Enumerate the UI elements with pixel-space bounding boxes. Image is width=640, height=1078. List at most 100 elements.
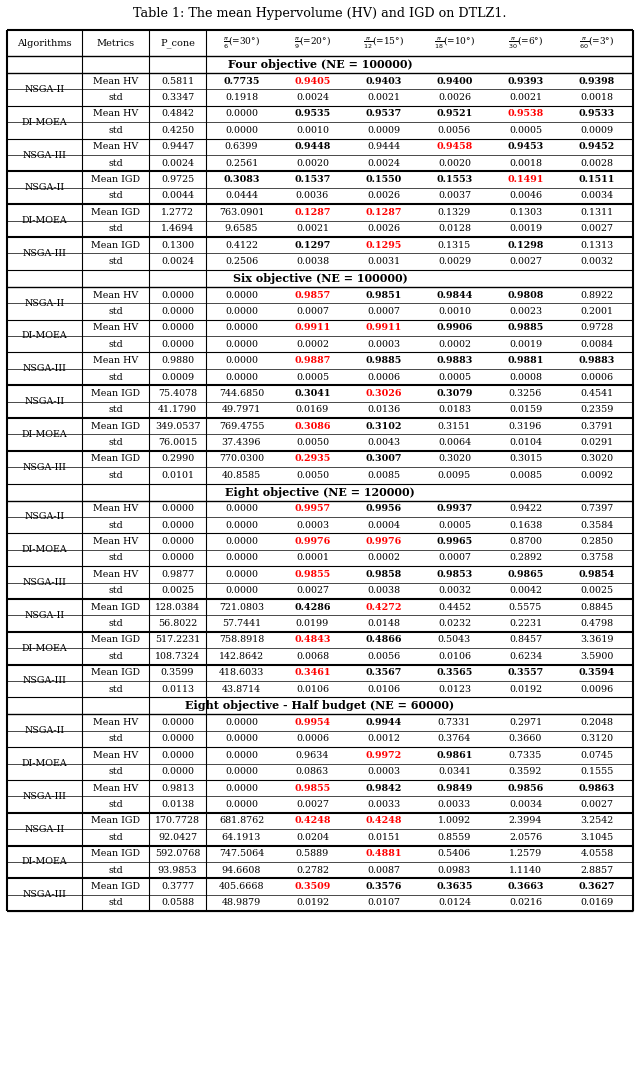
Text: 0.0000: 0.0000 bbox=[225, 126, 258, 135]
Text: 0.3576: 0.3576 bbox=[365, 882, 402, 892]
Text: 0.0148: 0.0148 bbox=[367, 619, 400, 628]
Text: 0.3592: 0.3592 bbox=[509, 768, 542, 776]
Text: 0.3565: 0.3565 bbox=[436, 668, 472, 677]
Text: 0.4843: 0.4843 bbox=[294, 636, 331, 645]
Text: 0.2231: 0.2231 bbox=[509, 619, 542, 628]
Text: 0.0009: 0.0009 bbox=[161, 373, 194, 382]
Text: NSGA-III: NSGA-III bbox=[22, 578, 67, 588]
Text: 0.9911: 0.9911 bbox=[294, 323, 331, 332]
Text: 0.0029: 0.0029 bbox=[438, 257, 471, 266]
Text: 0.5889: 0.5889 bbox=[296, 849, 329, 858]
Text: std: std bbox=[108, 93, 123, 102]
Text: 0.0106: 0.0106 bbox=[367, 685, 400, 694]
Text: 1.0092: 1.0092 bbox=[438, 816, 471, 826]
Text: 0.0007: 0.0007 bbox=[296, 307, 329, 316]
Text: std: std bbox=[108, 768, 123, 776]
Text: 0.0000: 0.0000 bbox=[225, 768, 258, 776]
Text: 0.1295: 0.1295 bbox=[365, 240, 402, 250]
Text: 0.1555: 0.1555 bbox=[580, 768, 614, 776]
Text: 0.0012: 0.0012 bbox=[367, 734, 400, 744]
Text: 0.9877: 0.9877 bbox=[161, 570, 194, 579]
Text: 3.5900: 3.5900 bbox=[580, 652, 614, 661]
Text: 0.9453: 0.9453 bbox=[508, 142, 543, 151]
Text: 0.0000: 0.0000 bbox=[225, 537, 258, 547]
Text: 0.9880: 0.9880 bbox=[161, 356, 194, 365]
Text: 0.0291: 0.0291 bbox=[580, 438, 614, 447]
Text: 0.4881: 0.4881 bbox=[365, 849, 402, 858]
Text: 769.4755: 769.4755 bbox=[219, 421, 264, 431]
Text: 0.1300: 0.1300 bbox=[161, 240, 194, 250]
Text: Mean HV: Mean HV bbox=[93, 110, 138, 119]
Text: 0.0000: 0.0000 bbox=[225, 718, 258, 727]
Text: 0.0007: 0.0007 bbox=[438, 553, 471, 563]
Text: 744.6850: 744.6850 bbox=[219, 389, 264, 398]
Text: 0.9405: 0.9405 bbox=[294, 77, 331, 85]
Text: 0.0000: 0.0000 bbox=[225, 307, 258, 316]
Text: 0.9972: 0.9972 bbox=[365, 751, 402, 760]
Text: Mean IGD: Mean IGD bbox=[91, 421, 140, 431]
Text: 0.0000: 0.0000 bbox=[225, 521, 258, 529]
Text: 3.1045: 3.1045 bbox=[580, 833, 614, 842]
Text: 0.0007: 0.0007 bbox=[367, 307, 400, 316]
Text: Mean IGD: Mean IGD bbox=[91, 208, 140, 217]
Text: 0.0199: 0.0199 bbox=[296, 619, 329, 628]
Text: 1.2772: 1.2772 bbox=[161, 208, 194, 217]
Text: 0.2892: 0.2892 bbox=[509, 553, 542, 563]
Text: Mean HV: Mean HV bbox=[93, 142, 138, 151]
Text: 721.0803: 721.0803 bbox=[219, 603, 264, 611]
Text: 0.0000: 0.0000 bbox=[225, 751, 258, 760]
Text: Mean HV: Mean HV bbox=[93, 505, 138, 513]
Text: 0.9887: 0.9887 bbox=[294, 356, 331, 365]
Text: Mean IGD: Mean IGD bbox=[91, 389, 140, 398]
Text: 0.0183: 0.0183 bbox=[438, 405, 471, 414]
Text: 0.0092: 0.0092 bbox=[580, 471, 614, 480]
Text: 0.9883: 0.9883 bbox=[579, 356, 615, 365]
Text: 0.3663: 0.3663 bbox=[508, 882, 544, 892]
Text: $\frac{\pi}{18}$(=10°): $\frac{\pi}{18}$(=10°) bbox=[434, 34, 475, 51]
Text: std: std bbox=[108, 340, 123, 348]
Text: 0.0027: 0.0027 bbox=[580, 224, 614, 233]
Text: 0.0005: 0.0005 bbox=[509, 126, 542, 135]
Text: 0.0038: 0.0038 bbox=[296, 257, 329, 266]
Text: std: std bbox=[108, 307, 123, 316]
Text: 37.4396: 37.4396 bbox=[221, 438, 261, 447]
Text: 0.3557: 0.3557 bbox=[508, 668, 543, 677]
Text: 3.2542: 3.2542 bbox=[580, 816, 614, 826]
Text: 0.2506: 0.2506 bbox=[225, 257, 258, 266]
Text: 0.0009: 0.0009 bbox=[580, 126, 614, 135]
Text: 0.2971: 0.2971 bbox=[509, 718, 542, 727]
Text: NSGA-II: NSGA-II bbox=[24, 183, 65, 192]
Text: 0.0056: 0.0056 bbox=[438, 126, 471, 135]
Text: 517.2231: 517.2231 bbox=[155, 636, 200, 645]
Text: 0.8457: 0.8457 bbox=[509, 636, 542, 645]
Text: 0.1329: 0.1329 bbox=[438, 208, 471, 217]
Text: 0.9885: 0.9885 bbox=[508, 323, 543, 332]
Text: 0.3509: 0.3509 bbox=[294, 882, 331, 892]
Text: NSGA-II: NSGA-II bbox=[24, 85, 65, 94]
Text: 0.9854: 0.9854 bbox=[579, 570, 615, 579]
Text: std: std bbox=[108, 126, 123, 135]
Text: 40.8585: 40.8585 bbox=[222, 471, 261, 480]
Text: 0.3020: 0.3020 bbox=[580, 455, 614, 464]
Text: Mean IGD: Mean IGD bbox=[91, 816, 140, 826]
Text: 0.9403: 0.9403 bbox=[365, 77, 402, 85]
Text: 0.9444: 0.9444 bbox=[367, 142, 400, 151]
Text: 681.8762: 681.8762 bbox=[219, 816, 264, 826]
Text: std: std bbox=[108, 619, 123, 628]
Text: 0.2990: 0.2990 bbox=[161, 455, 194, 464]
Text: 0.9634: 0.9634 bbox=[296, 751, 329, 760]
Text: $\frac{\pi}{9}$(=20°): $\frac{\pi}{9}$(=20°) bbox=[294, 34, 331, 51]
Text: 0.9538: 0.9538 bbox=[508, 110, 543, 119]
Text: 0.0096: 0.0096 bbox=[580, 685, 614, 694]
Text: 0.0745: 0.0745 bbox=[580, 751, 614, 760]
Text: std: std bbox=[108, 373, 123, 382]
Text: 0.3584: 0.3584 bbox=[580, 521, 614, 529]
Text: 0.0000: 0.0000 bbox=[161, 553, 194, 563]
Text: 0.1491: 0.1491 bbox=[508, 175, 544, 184]
Text: 0.0232: 0.0232 bbox=[438, 619, 471, 628]
Text: 75.4078: 75.4078 bbox=[158, 389, 197, 398]
Text: 0.9422: 0.9422 bbox=[509, 505, 542, 513]
Text: 0.1638: 0.1638 bbox=[509, 521, 542, 529]
Text: 0.9855: 0.9855 bbox=[294, 784, 331, 792]
Text: 1.2579: 1.2579 bbox=[509, 849, 542, 858]
